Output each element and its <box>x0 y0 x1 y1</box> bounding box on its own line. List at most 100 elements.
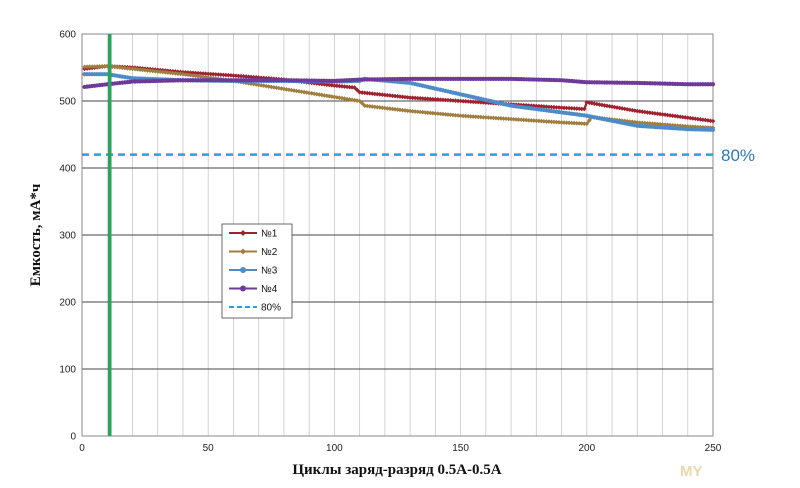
data-point <box>559 120 564 125</box>
data-point <box>385 106 390 111</box>
data-point <box>531 118 537 123</box>
data-point <box>526 117 532 123</box>
data-point <box>349 85 355 90</box>
data-point <box>581 106 587 112</box>
data-point <box>460 98 466 104</box>
data-point <box>523 103 529 108</box>
data-point <box>127 66 133 71</box>
data-point <box>541 104 547 109</box>
data-point <box>445 97 451 103</box>
data-point <box>652 121 658 127</box>
legend-marker <box>240 285 246 292</box>
data-point <box>491 115 496 121</box>
data-point <box>205 75 211 80</box>
data-point <box>463 113 468 119</box>
data-point <box>135 67 140 72</box>
data-point <box>463 99 468 104</box>
x-tick-label: 200 <box>578 443 595 454</box>
data-point <box>685 124 691 129</box>
data-point <box>579 106 585 112</box>
y-tick-labels: 0 100 200 300 400 500 600 <box>59 30 76 443</box>
data-point <box>493 115 499 121</box>
data-point <box>344 84 350 90</box>
series-4 <box>82 76 716 90</box>
data-point <box>390 93 395 99</box>
data-point <box>551 119 557 125</box>
data-point <box>203 74 208 80</box>
data-point <box>231 73 236 78</box>
data-point <box>415 95 420 101</box>
data-point <box>157 69 163 75</box>
y-tick-label: 400 <box>59 164 76 175</box>
data-point <box>304 90 309 95</box>
data-point <box>561 105 567 111</box>
data-point <box>690 116 696 121</box>
data-point <box>475 99 481 105</box>
x-axis-title: Циклы заряд-разряд 0.5А-0.5А <box>292 462 501 478</box>
data-point <box>450 98 456 103</box>
data-point <box>665 112 670 118</box>
data-point <box>417 96 423 101</box>
data-point <box>430 96 436 102</box>
data-point <box>594 101 600 107</box>
data-point <box>470 114 476 119</box>
data-point <box>200 71 206 76</box>
data-point <box>453 98 458 103</box>
data-point <box>546 119 552 124</box>
data-point <box>566 105 572 111</box>
data-point <box>205 71 211 77</box>
data-point <box>407 108 413 114</box>
data-point <box>642 120 648 126</box>
data-point <box>607 103 612 109</box>
data-point <box>614 105 620 110</box>
y-tick-label: 100 <box>59 365 76 376</box>
legend-marker <box>240 248 246 255</box>
legend-marker <box>240 267 246 273</box>
data-point <box>286 87 292 93</box>
data-point <box>650 121 655 126</box>
legend-label: №4 <box>261 284 278 295</box>
data-point <box>314 91 320 97</box>
data-point <box>544 104 549 109</box>
data-point <box>571 106 577 111</box>
data-point <box>243 74 249 79</box>
data-point <box>640 120 645 126</box>
data-point <box>516 117 521 122</box>
data-point <box>551 104 557 110</box>
legend-item: №4 <box>229 284 278 295</box>
data-point <box>498 116 504 121</box>
data-point <box>554 119 559 125</box>
data-point <box>84 64 90 70</box>
data-point <box>468 114 473 119</box>
data-point <box>145 68 150 73</box>
data-point <box>425 110 431 115</box>
data-point <box>655 121 660 127</box>
data-point <box>246 81 251 86</box>
data-point <box>407 95 413 100</box>
x-tick-labels: 0 50 100 150 200 250 <box>79 443 722 454</box>
data-point <box>322 93 327 98</box>
data-point <box>602 103 607 108</box>
data-point <box>344 96 350 102</box>
data-point <box>672 113 678 119</box>
data-point <box>496 115 501 121</box>
data-point <box>546 104 552 110</box>
data-point <box>210 71 216 77</box>
data-point <box>564 105 569 111</box>
data-point <box>238 73 244 79</box>
data-point <box>367 91 373 96</box>
data-point <box>554 105 559 110</box>
data-point <box>415 109 420 115</box>
data-point <box>460 113 466 119</box>
data-point <box>468 99 473 104</box>
data-point <box>165 70 171 75</box>
data-point <box>473 114 479 120</box>
data-point <box>483 115 489 120</box>
data-point <box>420 109 426 115</box>
data-point <box>87 64 92 69</box>
data-point <box>581 121 587 126</box>
data-point <box>465 113 471 119</box>
data-point <box>690 124 696 130</box>
data-point <box>385 92 390 98</box>
